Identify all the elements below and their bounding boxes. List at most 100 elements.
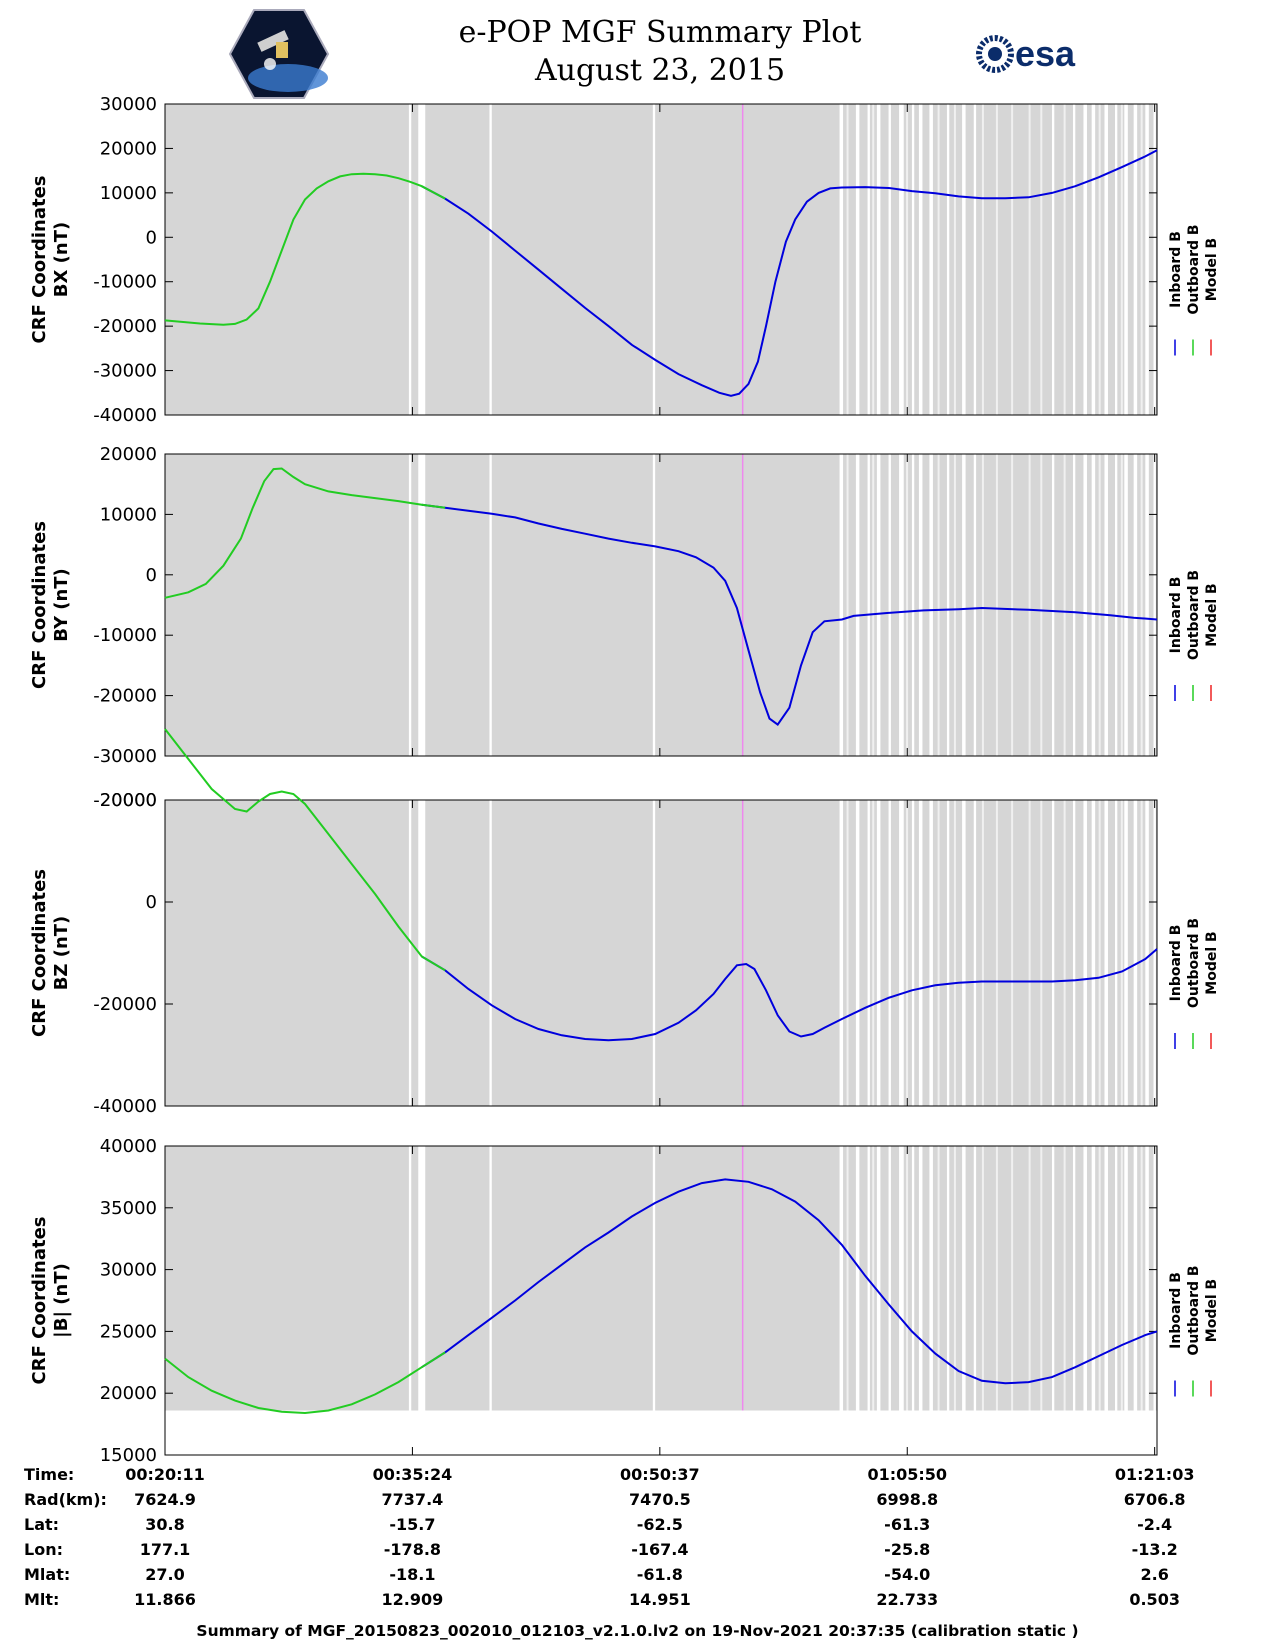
data-gap-stripe — [652, 800, 656, 1106]
x-tick-label: 00:20:11 — [125, 1465, 205, 1484]
data-gap-stripe — [1072, 104, 1076, 415]
y-tick-label: 20000 — [100, 138, 157, 159]
series-line-inboard — [421, 149, 1158, 397]
legend-entry: Inboard B — [1168, 577, 1184, 654]
esa-logo: esa — [975, 30, 1095, 78]
data-gap-stripe — [1040, 800, 1043, 1106]
data-gap-stripe — [1133, 104, 1138, 415]
data-gap-stripe — [899, 1146, 904, 1411]
data-gap-stripe — [846, 1146, 849, 1411]
data-gap-stripe — [1083, 454, 1087, 756]
series-line-outboard — [164, 1351, 446, 1415]
data-gap-stripe — [929, 104, 933, 415]
data-gap-stripe — [1051, 454, 1055, 756]
info-cell: -25.8 — [884, 1540, 931, 1559]
data-gap-stripe — [1140, 454, 1143, 756]
axes-frame — [164, 453, 1158, 757]
legend-entry: Model B — [1204, 1279, 1220, 1342]
info-cell: -167.4 — [631, 1540, 689, 1559]
info-cell: 27.0 — [145, 1565, 185, 1584]
data-gap-stripe — [906, 454, 909, 756]
data-gap-stripe — [973, 800, 977, 1106]
data-gap-stripe — [1114, 800, 1118, 1106]
footer-summary: Summary of MGF_20150823_002010_012103_v2… — [196, 1622, 1079, 1640]
y-tick-label: 0 — [146, 565, 157, 586]
data-gap-stripe — [872, 800, 875, 1106]
x-tick-label: 01:05:50 — [867, 1465, 948, 1484]
axes-frame — [164, 103, 1158, 416]
data-gap-stripe — [1028, 800, 1031, 1106]
data-gap-stripe — [1133, 800, 1138, 1106]
y-axis-label: CRF Coordinates — [29, 869, 50, 1037]
legend-entry: Outboard B — [1186, 918, 1202, 1008]
data-gap-stripe — [489, 454, 492, 756]
data-gap-stripe — [1133, 454, 1138, 756]
data-gap-stripe — [1028, 1146, 1031, 1411]
data-gap-stripe — [918, 104, 923, 415]
coverage-background — [165, 800, 1157, 1106]
y-axis-label: |B| (nT) — [51, 1263, 72, 1338]
data-gap-stripe — [981, 1146, 984, 1411]
legend-entry: Model B — [1204, 931, 1220, 994]
series-line-outboard — [164, 728, 446, 972]
data-gap-stripe — [1124, 800, 1128, 1106]
data-gap-stripe — [1133, 1146, 1138, 1411]
data-gap-stripe — [489, 1146, 492, 1411]
data-gap-stripe — [1063, 104, 1066, 415]
data-gap-stripe — [946, 454, 950, 756]
data-gap-stripe — [918, 800, 923, 1106]
info-cell: -13.2 — [1131, 1540, 1178, 1559]
data-gap-stripe — [1140, 1146, 1143, 1411]
data-gap-stripe — [876, 104, 881, 415]
data-gap-stripe — [1011, 104, 1014, 415]
data-gap-stripe — [1104, 1146, 1108, 1411]
data-gap-stripe — [973, 1146, 977, 1411]
y-tick-label: -20000 — [93, 994, 157, 1015]
data-gap-stripe — [1040, 1146, 1043, 1411]
y-axis-label: CRF Coordinates — [29, 1217, 50, 1385]
data-gap-stripe — [1124, 454, 1128, 756]
data-gap-stripe — [1098, 800, 1101, 1106]
info-row-label: Mlt: — [24, 1590, 60, 1609]
y-axis-label: BX (nT) — [51, 222, 72, 297]
data-gap-stripe — [1011, 1146, 1014, 1411]
data-gap-stripe — [1028, 104, 1031, 415]
y-tick-label: 15000 — [100, 1445, 157, 1465]
data-gap-stripe — [489, 800, 492, 1106]
cassiope-logo — [228, 8, 330, 100]
data-gap-stripe — [652, 104, 656, 415]
legend-entry: Outboard B — [1186, 224, 1202, 314]
data-gap-stripe — [946, 800, 950, 1106]
data-gap-stripe — [953, 800, 956, 1106]
legend-entry: Model B — [1204, 238, 1220, 301]
data-gap-stripe — [418, 800, 426, 1106]
data-gap-stripe — [962, 454, 966, 756]
data-gap-stripe — [1145, 800, 1149, 1106]
info-cell: 7737.4 — [381, 1490, 444, 1509]
data-gap-stripe — [872, 104, 875, 415]
legend-entry: Outboard B — [1186, 570, 1202, 660]
y-tick-label: 35000 — [100, 1198, 157, 1219]
data-gap-stripe — [962, 800, 966, 1106]
data-gap-stripe — [846, 104, 849, 415]
data-gap-stripe — [962, 104, 966, 415]
data-gap-stripe — [408, 454, 412, 756]
legend-entry: Inboard B — [1168, 1272, 1184, 1349]
data-gap-stripe — [899, 800, 904, 1106]
data-gap-stripe — [846, 800, 849, 1106]
y-tick-label: -20000 — [93, 790, 157, 811]
axes-frame — [164, 799, 1158, 1107]
data-gap-stripe — [911, 454, 915, 756]
data-gap-stripe — [995, 1146, 998, 1411]
data-gap-stripe — [1153, 454, 1156, 756]
data-gap-stripe — [1011, 454, 1014, 756]
y-tick-label: -10000 — [93, 625, 157, 646]
data-gap-stripe — [981, 800, 984, 1106]
esa-logo-text: esa — [1015, 33, 1076, 74]
legend-entry: Inboard B — [1168, 925, 1184, 1002]
data-gap-stripe — [839, 800, 844, 1106]
data-gap-stripe — [953, 104, 956, 415]
data-gap-stripe — [1153, 104, 1156, 415]
info-cell: 22.733 — [876, 1590, 939, 1609]
data-gap-stripe — [1091, 800, 1096, 1106]
